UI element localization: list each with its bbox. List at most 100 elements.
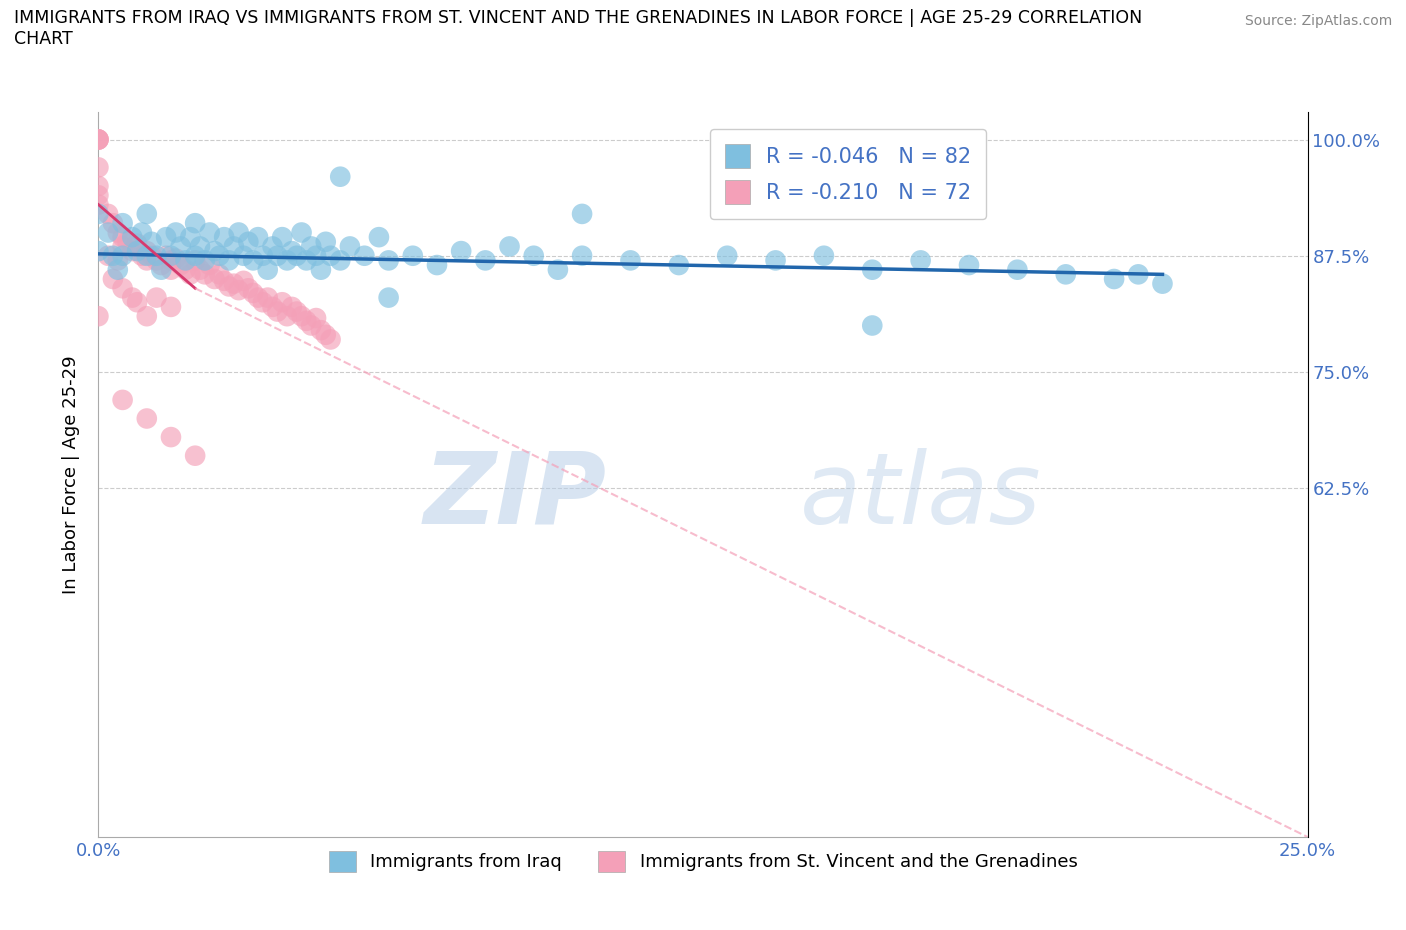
Point (204, 272, 226, 286)
Point (204, 244, 226, 259)
Point (290, 225, 312, 240)
Point (222, 276, 245, 291)
Point (198, 225, 221, 240)
Point (305, 311, 328, 325)
Point (329, 253, 352, 268)
Point (101, 216, 124, 231)
Point (135, 206, 157, 221)
Point (232, 248, 254, 263)
Point (716, 179, 738, 193)
Point (111, 281, 134, 296)
Point (121, 290, 143, 305)
Point (155, 230, 177, 245)
Point (212, 273, 235, 288)
Point (179, 267, 201, 282)
Point (377, 253, 399, 268)
Point (252, 248, 274, 263)
Point (145, 290, 167, 305)
Point (87, 132, 110, 147)
Point (135, 244, 157, 259)
Point (228, 225, 250, 240)
Point (957, 258, 980, 272)
Point (315, 234, 337, 249)
Point (218, 253, 240, 268)
Point (121, 244, 143, 259)
Text: atlas: atlas (800, 447, 1042, 545)
Point (523, 248, 546, 263)
Point (111, 230, 134, 245)
Point (281, 299, 304, 314)
Point (377, 290, 399, 305)
Point (1102, 272, 1125, 286)
Point (353, 248, 375, 263)
Point (194, 267, 217, 282)
Point (101, 248, 124, 263)
Point (426, 258, 449, 272)
Point (101, 272, 124, 286)
Point (184, 448, 207, 463)
Point (290, 309, 312, 324)
Point (174, 253, 197, 268)
Point (266, 248, 288, 263)
Point (319, 332, 342, 347)
Point (87, 179, 110, 193)
Point (111, 239, 134, 254)
Point (141, 234, 163, 249)
Point (242, 253, 264, 268)
Point (329, 169, 352, 184)
Point (97, 206, 120, 221)
Point (87, 244, 110, 259)
Point (339, 239, 361, 254)
Legend: Immigrants from Iraq, Immigrants from St. Vincent and the Grenadines: Immigrants from Iraq, Immigrants from St… (322, 844, 1084, 879)
Point (247, 290, 270, 305)
Point (87, 132, 110, 147)
Point (135, 253, 157, 268)
Point (150, 262, 173, 277)
Point (315, 327, 337, 342)
Point (450, 244, 472, 259)
Point (1054, 267, 1077, 282)
Point (910, 253, 932, 268)
Point (127, 236, 149, 251)
Point (127, 244, 149, 259)
Point (262, 299, 284, 314)
Point (107, 262, 129, 277)
Point (97, 248, 120, 263)
Point (135, 411, 157, 426)
Point (765, 253, 787, 268)
Point (179, 230, 201, 245)
Point (135, 309, 157, 324)
Point (1007, 262, 1029, 277)
Point (87, 160, 110, 175)
Point (319, 248, 342, 263)
Point (184, 253, 207, 268)
Point (184, 248, 207, 263)
Point (276, 309, 298, 324)
Point (198, 258, 221, 272)
Point (276, 253, 298, 268)
Point (299, 239, 322, 254)
Point (242, 286, 264, 300)
Point (169, 258, 191, 272)
Point (87, 309, 110, 324)
Point (208, 267, 231, 282)
Point (271, 230, 294, 245)
Point (266, 304, 288, 319)
Point (368, 230, 391, 245)
Point (295, 253, 318, 268)
Point (285, 304, 308, 319)
Text: ZIP: ZIP (423, 447, 606, 545)
Point (97, 225, 120, 240)
Point (87, 197, 110, 212)
Point (228, 283, 250, 298)
Point (299, 318, 322, 333)
Point (813, 248, 835, 263)
Point (174, 262, 197, 277)
Point (111, 216, 134, 231)
Point (208, 248, 231, 263)
Point (87, 188, 110, 203)
Point (87, 132, 110, 147)
Point (188, 262, 211, 277)
Point (571, 206, 593, 221)
Point (135, 248, 157, 263)
